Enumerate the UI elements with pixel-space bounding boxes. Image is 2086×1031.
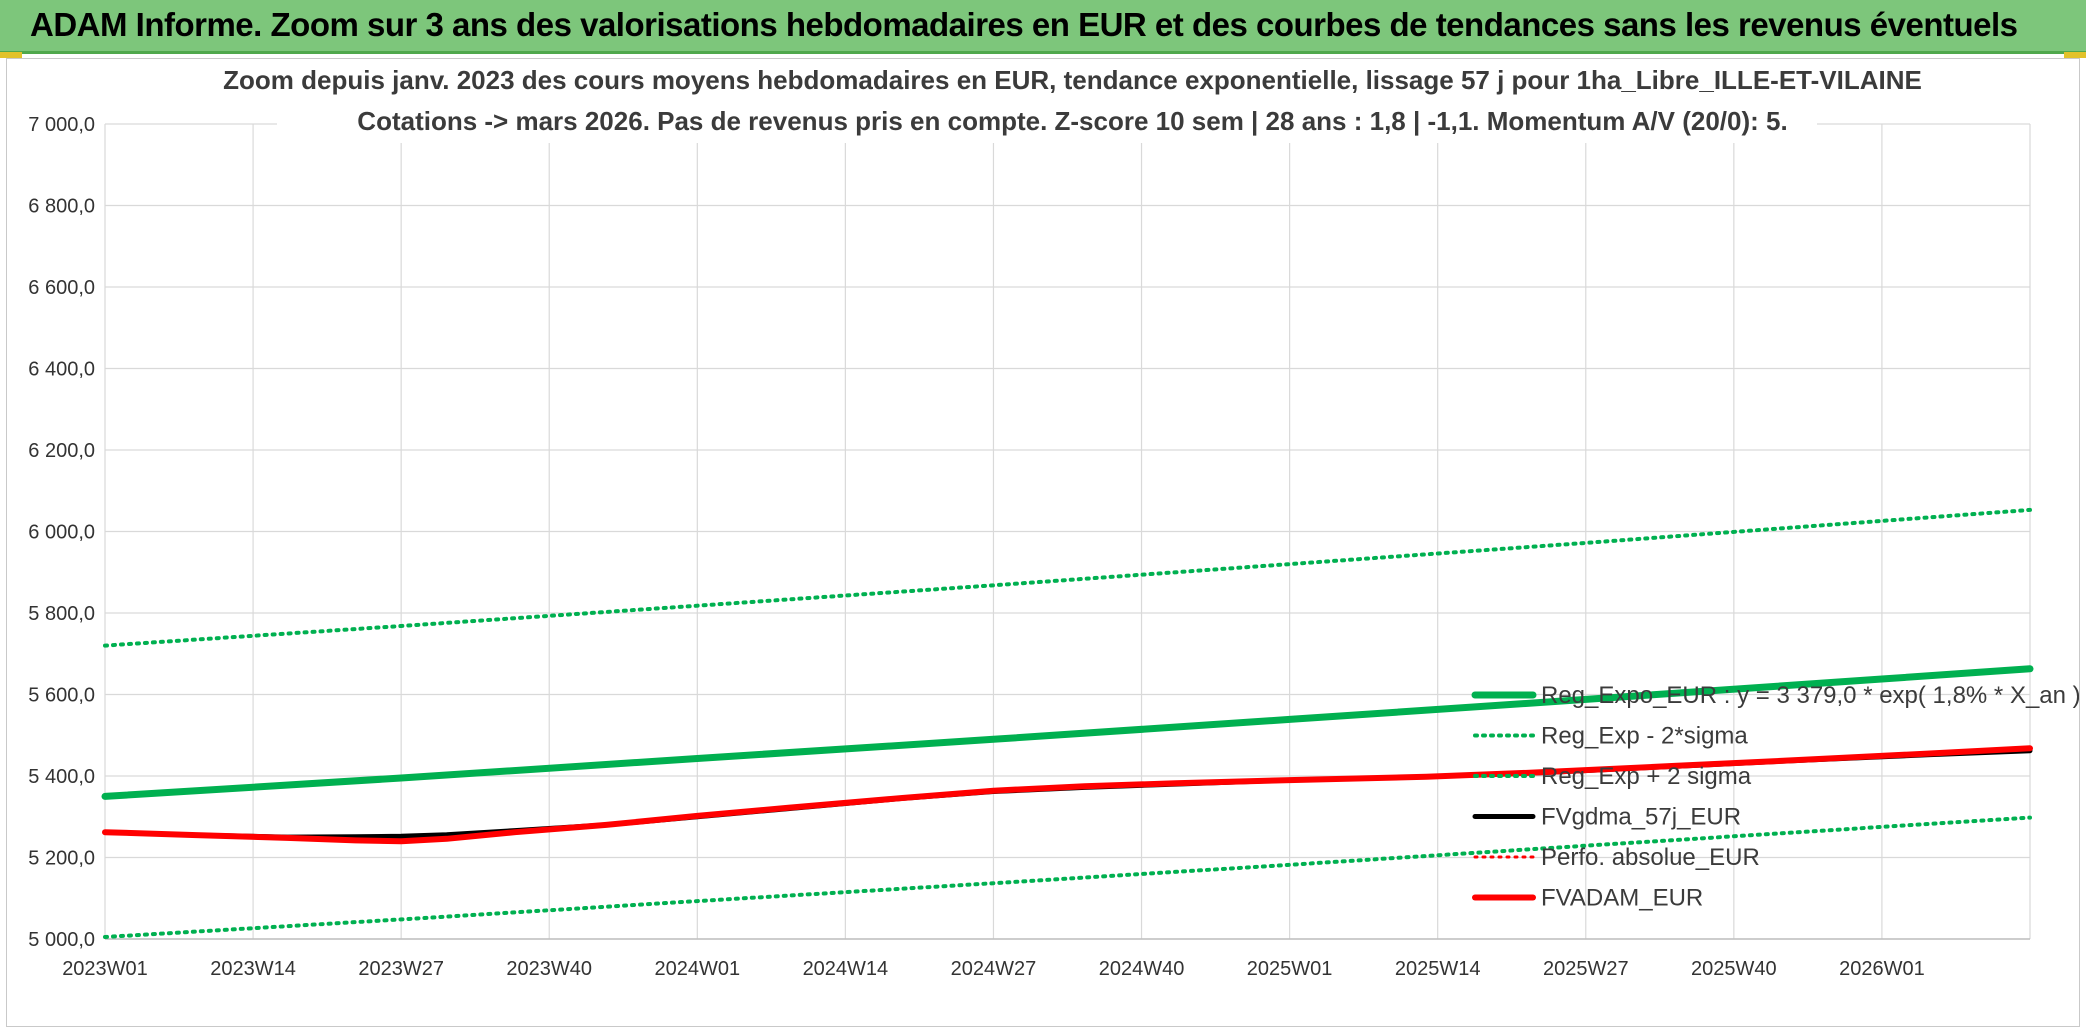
x-tick-label: 2024W40 [1099,958,1185,980]
y-tick-label: 5 000,0 [28,929,95,951]
y-tick-label: 5 200,0 [28,848,95,870]
x-tick-label: 2025W27 [1543,958,1629,980]
x-tick-label: 2025W01 [1247,958,1333,980]
y-tick-label: 5 600,0 [28,685,95,707]
series-line [103,815,2032,939]
series-lines [101,507,2034,939]
x-tick-label: 2024W01 [654,958,740,980]
y-tick-label: 5 800,0 [28,603,95,625]
legend-label: Perfo. absolue_EUR [1541,844,1760,871]
series-line [102,745,2033,845]
corner-accent-right [2064,52,2086,58]
x-tick-label: 2026W01 [1839,958,1925,980]
y-axis-ticks: 5 000,0 5 200,0 5 400,0 5 600,0 5 800,0 6 000… [28,114,95,951]
x-tick-label: 2025W40 [1691,958,1777,980]
line-chart: 5 000,0 5 200,0 5 400,0 5 600,0 5 800,0 6 000… [28,61,2079,980]
series-line [101,665,2034,800]
chart-title-group: Zoom depuis janv. 2023 des cours moyens … [223,61,1922,143]
title-background [277,61,1817,143]
x-tick-label: 2023W14 [210,958,296,980]
y-tick-label: 6 200,0 [28,440,95,462]
y-tick-label: 7 000,0 [28,114,95,136]
report-banner: ADAM Informe. Zoom sur 3 ans des valoris… [0,0,2086,54]
y-tick-label: 6 400,0 [28,359,95,381]
legend-label: Reg_Exp - 2*sigma [1541,723,1748,750]
x-axis-ticks: 2023W01 2023W14 2023W27 2023W40 2024W01 2024W… [62,958,1925,980]
report-title: ADAM Informe. Zoom sur 3 ans des valoris… [30,6,2018,43]
y-tick-label: 6 800,0 [28,196,95,218]
x-tick-label: 2023W40 [506,958,592,980]
legend-label: Reg_Expo_EUR : y = 3 379,0 * exp( 1,8% *… [1541,682,2079,709]
chart-area: 5 000,0 5 200,0 5 400,0 5 600,0 5 800,0 6 000… [6,58,2080,1027]
chart-subtitle: Cotations -> mars 2026. Pas de revenus p… [357,106,1787,136]
x-tick-label: 2023W27 [358,958,444,980]
x-tick-label: 2024W14 [803,958,889,980]
x-tick-label: 2025W14 [1395,958,1481,980]
y-tick-label: 6 000,0 [28,522,95,544]
x-tick-label: 2023W01 [62,958,148,980]
chart-title: Zoom depuis janv. 2023 des cours moyens … [223,65,1922,95]
legend-label: FVADAM_EUR [1541,885,1703,912]
legend-label: FVgdma_57j_EUR [1541,804,1741,831]
y-tick-label: 5 400,0 [28,766,95,788]
corner-accent-left [0,52,22,58]
legend: Reg_Expo_EUR : y = 3 379,0 * exp( 1,8% *… [1471,682,2079,912]
y-tick-label: 6 600,0 [28,277,95,299]
series-line [103,507,2032,648]
x-tick-label: 2024W27 [951,958,1037,980]
legend-label: Reg_Exp + 2 sigma [1541,763,1752,790]
